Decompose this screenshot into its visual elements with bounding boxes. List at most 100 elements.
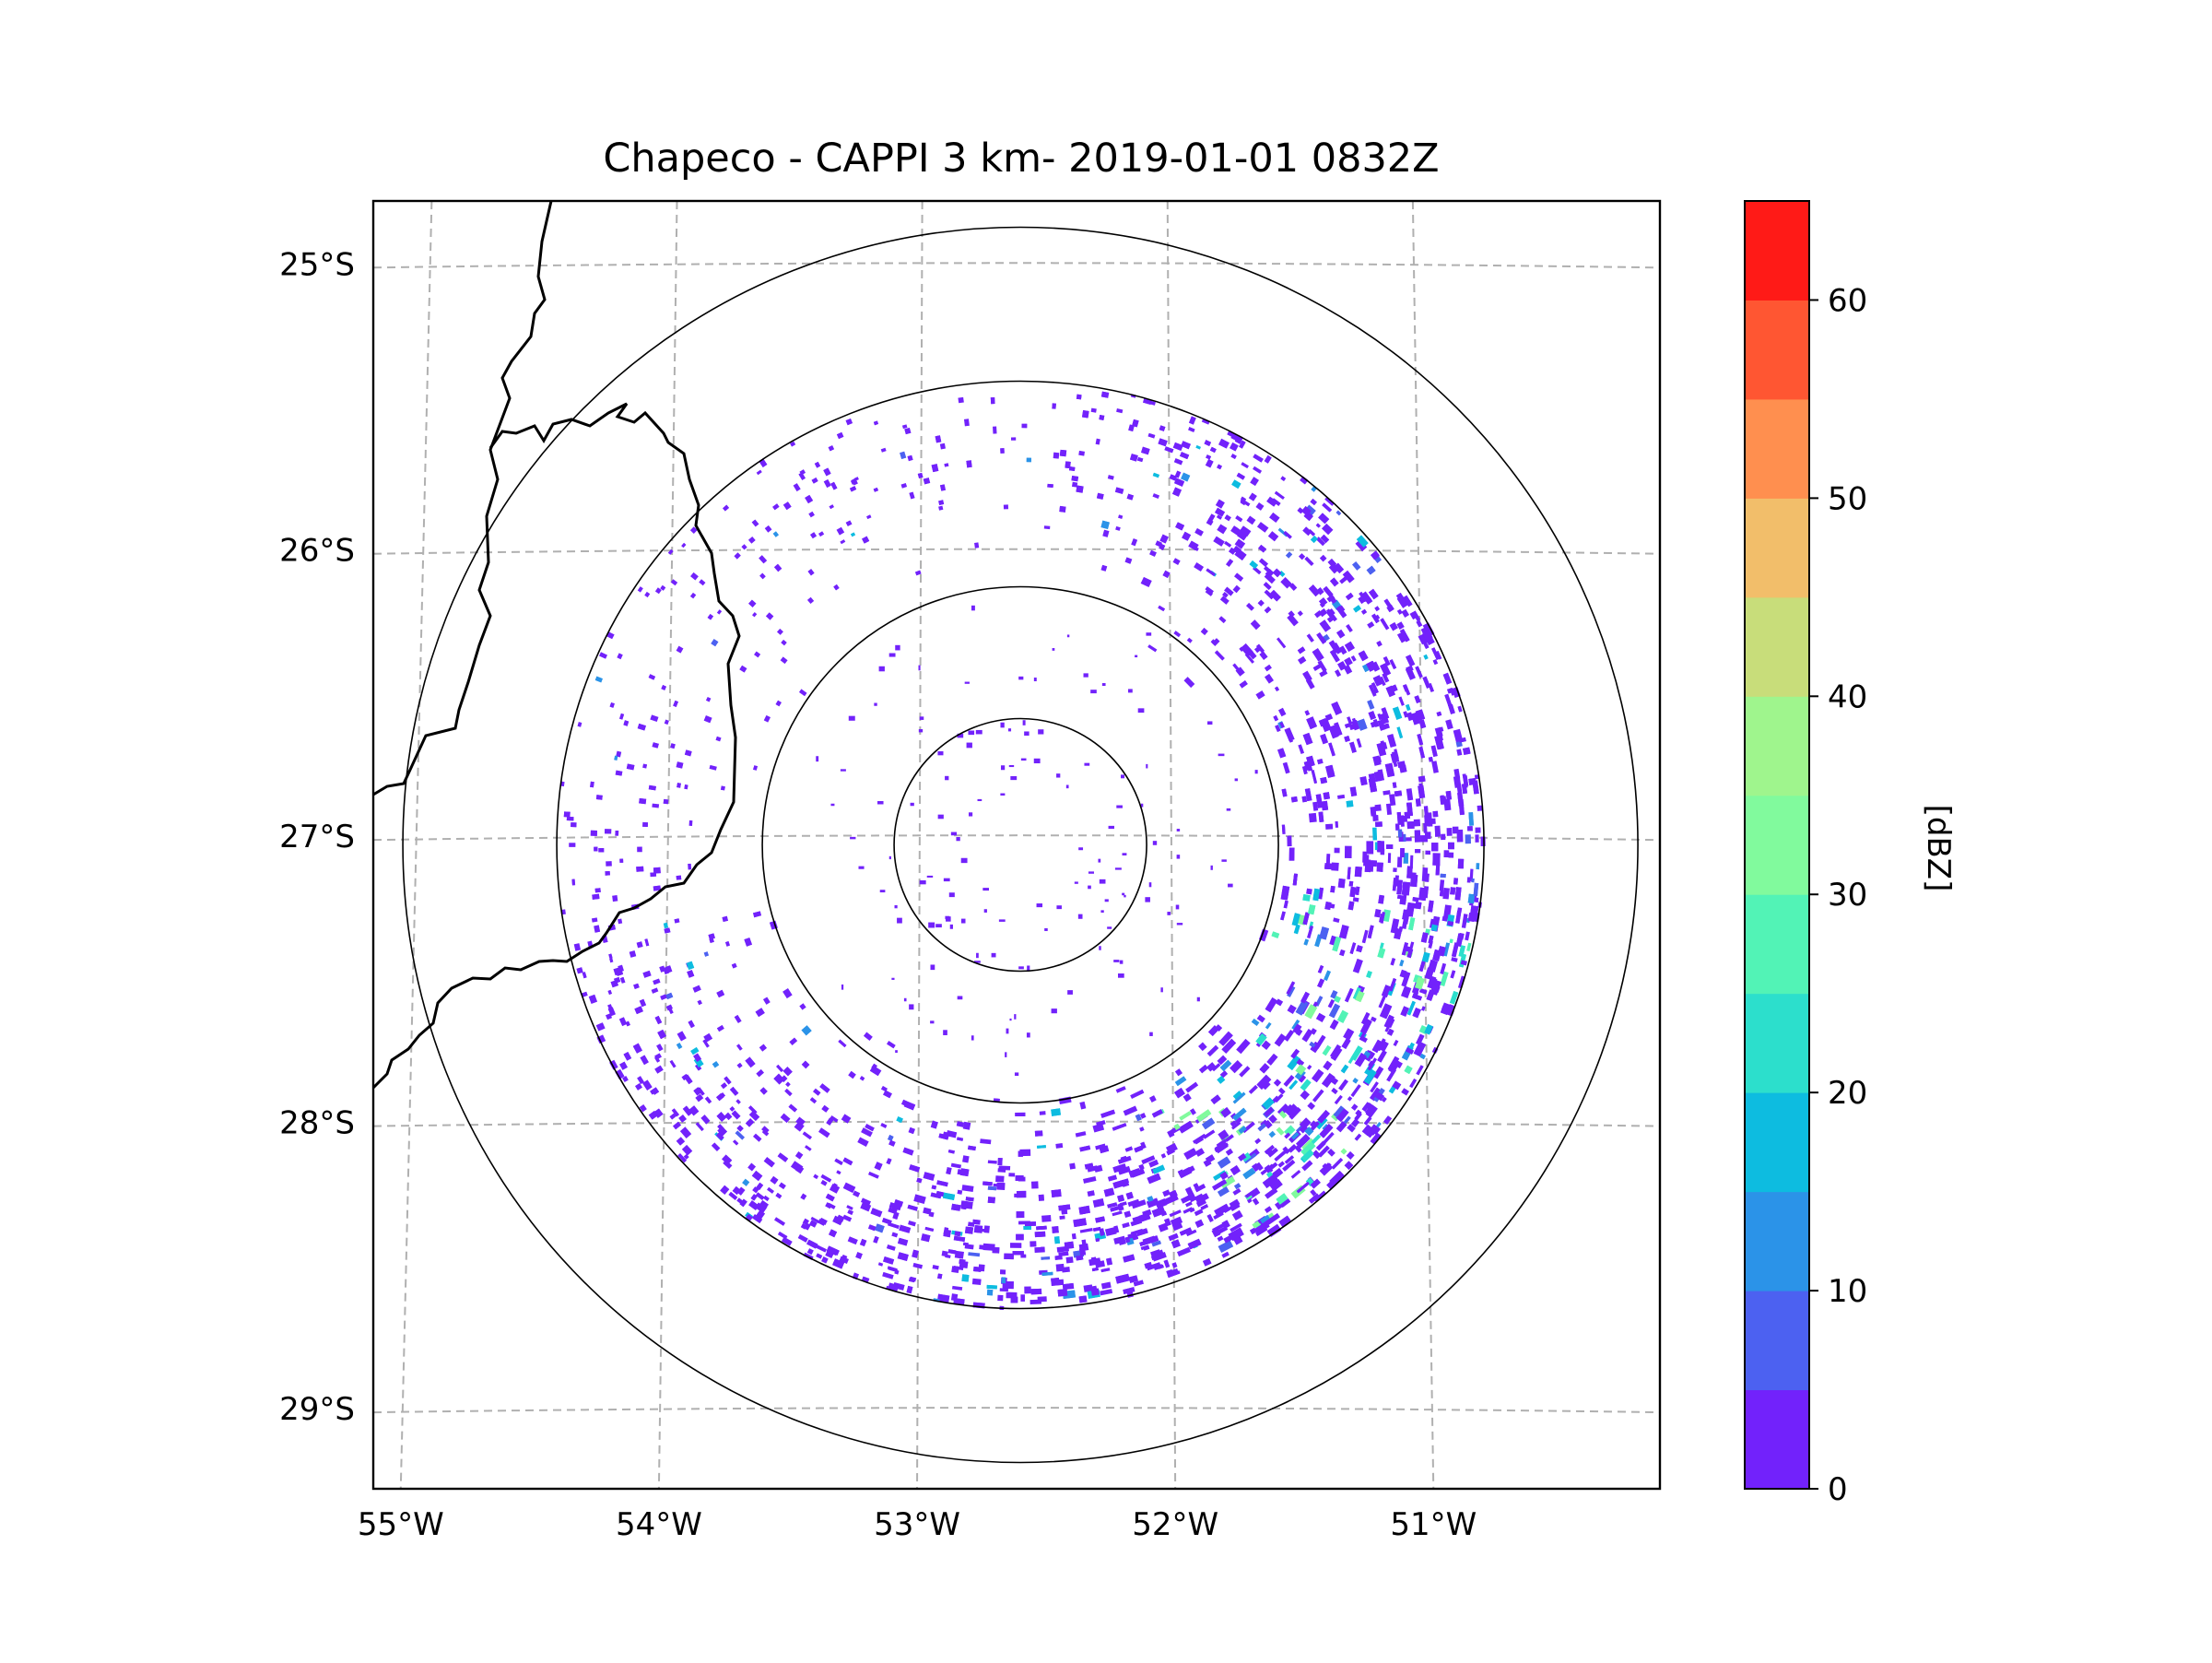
colorbar-frame — [1744, 200, 1810, 1490]
echo-cell — [1380, 740, 1386, 749]
echo-cell — [759, 1087, 768, 1095]
echo-cell — [951, 1203, 961, 1211]
echo-cell — [936, 1180, 948, 1187]
echo-cell — [1200, 1204, 1209, 1210]
echo-cell — [1282, 761, 1290, 774]
echo-cell — [880, 447, 887, 453]
echo-cell — [689, 592, 697, 599]
echo-cell — [986, 1284, 997, 1290]
echo-cell — [590, 781, 594, 788]
echo-cell — [1401, 942, 1408, 956]
echo-cell — [937, 1273, 943, 1280]
echo-cell — [716, 1092, 724, 1102]
longitude-ticks: 55°W 54°W 53°W 52°W 51°W — [358, 1506, 1477, 1543]
echo-cell — [954, 1250, 964, 1259]
echo-cell — [619, 713, 625, 720]
echo-cell — [1338, 645, 1347, 655]
echo-cell — [1177, 1169, 1185, 1177]
echo-cell — [1287, 1055, 1301, 1071]
echo-cell — [990, 396, 995, 405]
echo-cell — [1435, 864, 1441, 876]
echo-cell — [1128, 1275, 1139, 1283]
echo-cell — [1059, 505, 1066, 513]
echo-cell — [1219, 1171, 1229, 1180]
echo-cell — [1206, 454, 1212, 460]
echo-cell — [1038, 729, 1044, 735]
echo-cell — [1418, 887, 1428, 902]
echo-cell — [1140, 576, 1152, 588]
echo-cell — [1201, 419, 1210, 425]
echo-cell — [653, 978, 661, 985]
echo-cell — [1119, 960, 1124, 964]
echo-cell — [1014, 1072, 1019, 1077]
echo-cell — [664, 927, 671, 934]
echo-cell — [966, 460, 972, 468]
echo-cell — [1300, 476, 1309, 485]
echo-cell — [1196, 1109, 1212, 1123]
echo-cell — [1071, 476, 1079, 482]
echo-cell — [1311, 1134, 1322, 1145]
echo-cell — [736, 1062, 743, 1068]
echo-cell — [1346, 1151, 1355, 1160]
echo-cell — [1406, 821, 1415, 830]
echo-cell — [1472, 780, 1479, 795]
echo-cell — [1384, 762, 1395, 778]
echo-cell — [1117, 1194, 1125, 1203]
echo-cell — [1258, 544, 1267, 553]
echo-cell — [1056, 773, 1061, 778]
echo-cell — [831, 1183, 838, 1189]
echo-cell — [1370, 1016, 1377, 1022]
echo-cell — [566, 816, 574, 821]
echo-cell — [998, 1165, 1011, 1171]
echo-cell — [1159, 543, 1166, 550]
echo-cell — [888, 1282, 898, 1290]
echo-cell — [912, 1249, 919, 1258]
echo-cell — [1187, 1238, 1202, 1250]
echo-cell — [1162, 1189, 1171, 1197]
echo-cell — [1348, 880, 1354, 887]
echo-cell — [1368, 777, 1378, 793]
echo-cell — [1175, 522, 1185, 531]
echo-cell — [1388, 978, 1397, 992]
echo-cell — [1439, 726, 1444, 733]
echo-cell — [1079, 1228, 1093, 1233]
echo-cell — [1147, 1196, 1154, 1202]
echo-cell — [836, 526, 845, 536]
echo-cell — [931, 464, 939, 473]
echo-cell — [1160, 987, 1163, 993]
echo-cell — [1274, 1150, 1287, 1162]
echo-cell — [904, 427, 912, 435]
echo-cell — [716, 609, 723, 615]
echo-cell — [1076, 1255, 1084, 1261]
echo-cell — [1334, 562, 1345, 573]
echo-cell — [859, 1076, 865, 1081]
echo-cell — [1406, 788, 1414, 801]
echo-cell — [1052, 1226, 1059, 1233]
echo-cell — [1412, 610, 1421, 621]
echo-cell — [1169, 1189, 1178, 1198]
echo-cell — [700, 1115, 711, 1125]
echo-cell — [1265, 997, 1278, 1013]
echo-cell — [1102, 529, 1110, 537]
echo-cell — [1271, 1147, 1278, 1154]
echo-cell — [1312, 664, 1322, 671]
echo-cell — [1475, 834, 1479, 843]
echo-cell — [1432, 810, 1439, 818]
echo-cell — [693, 1053, 702, 1062]
echo-cell — [1020, 758, 1027, 761]
echo-cell — [1467, 826, 1473, 832]
echo-cell — [1324, 497, 1335, 506]
echo-cell — [1377, 769, 1384, 782]
echo-cell — [826, 1117, 834, 1126]
echo-cell — [864, 1032, 873, 1041]
echo-cell — [907, 454, 913, 462]
echo-cell — [841, 1255, 848, 1261]
echo-cell — [1284, 1125, 1296, 1137]
echo-cell — [1092, 1198, 1105, 1208]
echo-cell — [1026, 1032, 1030, 1038]
echo-cell — [1092, 1123, 1105, 1133]
echo-cell — [1277, 707, 1287, 717]
echo-cell — [873, 420, 878, 426]
echo-cell — [1262, 1174, 1278, 1188]
echo-cell — [1184, 1186, 1194, 1196]
